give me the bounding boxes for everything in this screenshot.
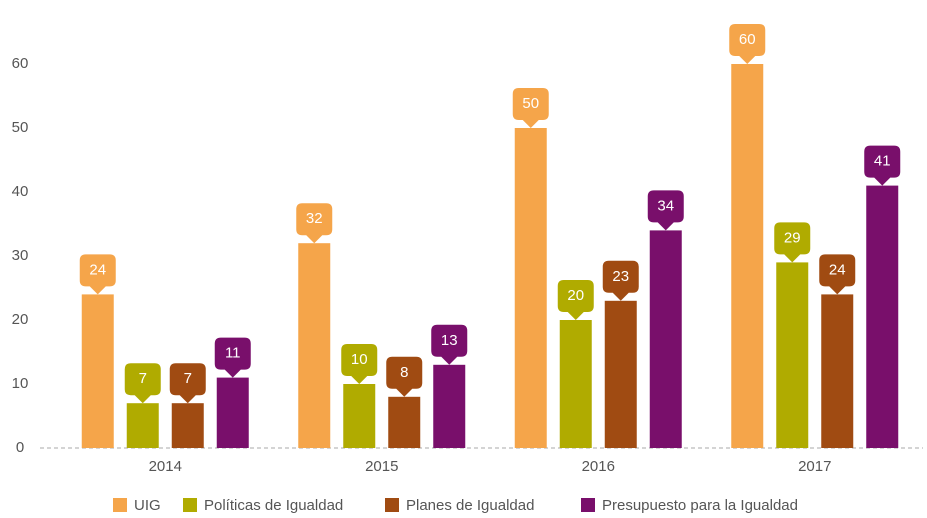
data-label-bubble: [386, 356, 423, 397]
data-label: 7: [139, 370, 147, 387]
bar: [559, 320, 592, 448]
legend-swatch: [385, 498, 399, 512]
bar: [649, 230, 682, 448]
data-label: 23: [612, 268, 629, 285]
data-label: 10: [351, 351, 368, 368]
bar: [821, 294, 854, 448]
bar: [298, 243, 331, 448]
data-label-bubble: [729, 24, 766, 64]
data-label: 11: [225, 345, 241, 362]
data-label: 20: [567, 287, 584, 304]
legend-label: UIG: [134, 497, 161, 514]
data-label: 8: [400, 364, 408, 381]
y-tick-label: 40: [12, 183, 29, 200]
data-label-bubble: [341, 344, 378, 384]
legend-swatch: [183, 498, 197, 512]
bar: [731, 64, 764, 448]
bar: [604, 300, 637, 448]
data-label: 7: [184, 370, 192, 387]
data-label-bubble: [296, 203, 333, 244]
bar: [388, 396, 421, 448]
y-tick-label: 0: [16, 439, 24, 456]
data-label: 29: [784, 229, 801, 246]
data-label: 13: [441, 332, 458, 349]
bar: [776, 262, 809, 448]
data-label: 24: [89, 261, 106, 278]
legend-swatch: [113, 498, 127, 512]
data-label: 34: [657, 197, 674, 214]
y-tick-label: 50: [12, 119, 29, 136]
y-tick-label: 60: [12, 55, 29, 72]
x-tick-label: 2017: [798, 458, 831, 475]
bar: [171, 403, 204, 448]
data-label-bubble: [864, 145, 901, 186]
data-label-bubble: [557, 280, 594, 320]
data-label-bubble: [512, 88, 549, 128]
bar: [343, 384, 376, 448]
data-label-bubble: [647, 190, 684, 231]
bar: [514, 128, 547, 448]
bar: [866, 185, 899, 448]
bar: [433, 364, 466, 448]
legend-label: Políticas de Igualdad: [204, 497, 343, 514]
legend-label: Planes de Igualdad: [406, 497, 534, 514]
x-tick-label: 2016: [582, 458, 615, 475]
y-tick-label: 20: [12, 311, 29, 328]
data-label: 50: [522, 95, 539, 112]
data-label-bubble: [214, 337, 251, 378]
data-label-bubble: [819, 254, 856, 295]
y-tick-label: 10: [12, 375, 29, 392]
legend-swatch: [581, 498, 595, 512]
bar: [126, 403, 159, 448]
data-label-bubble: [79, 254, 116, 295]
data-label: 32: [306, 210, 323, 227]
data-label-bubble: [169, 363, 206, 404]
x-tick-label: 2014: [149, 458, 182, 475]
data-label-bubble: [774, 222, 811, 263]
bar: [81, 294, 114, 448]
x-tick-label: 2015: [365, 458, 398, 475]
data-label-bubble: [431, 324, 468, 365]
data-label-bubble: [602, 260, 639, 301]
data-label: 41: [874, 153, 891, 170]
data-label: 60: [739, 31, 756, 48]
legend-label: Presupuesto para la Igualdad: [602, 497, 798, 514]
data-label: 24: [829, 261, 846, 278]
y-tick-label: 30: [12, 247, 29, 264]
data-label-bubble: [124, 363, 161, 404]
bar: [216, 377, 249, 448]
